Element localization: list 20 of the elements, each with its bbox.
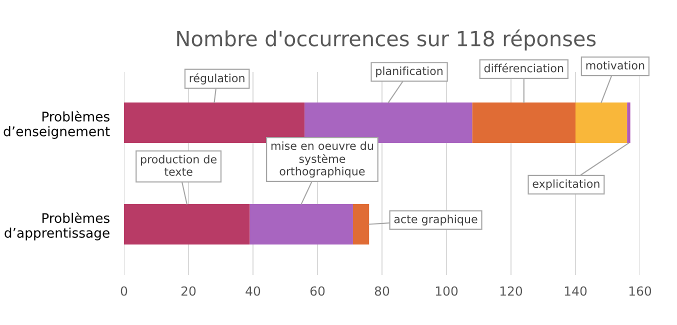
x-tick-label: 20 bbox=[181, 286, 196, 296]
text: différenciation bbox=[484, 63, 564, 72]
series-label: régulation bbox=[190, 73, 244, 84]
text: explicitation bbox=[532, 179, 600, 190]
x-tick-label: 100 bbox=[436, 286, 458, 296]
chart-title: Nombre d'occurrences sur 118 réponses bbox=[177, 30, 596, 50]
y-tick-label: Problèmes d’apprentissage bbox=[4, 212, 110, 240]
x-tick-label: 0 bbox=[120, 286, 128, 296]
text: planification bbox=[376, 66, 442, 78]
x-tick-label: 40 bbox=[246, 286, 260, 296]
text: motivation bbox=[586, 60, 644, 70]
x-tick-label: 160 bbox=[629, 286, 652, 296]
x-tick-label: 80 bbox=[374, 286, 390, 296]
text: acte graphique bbox=[394, 214, 478, 226]
text: production de texte bbox=[141, 154, 216, 176]
y-tick-label: Problèmes d’enseignement bbox=[4, 110, 110, 139]
text: mise en oeuvre du système orthographique bbox=[271, 141, 373, 178]
x-tick-label: 140 bbox=[564, 286, 587, 296]
x-tick-label: 60 bbox=[310, 286, 325, 296]
x-tick-label: 120 bbox=[500, 286, 522, 296]
